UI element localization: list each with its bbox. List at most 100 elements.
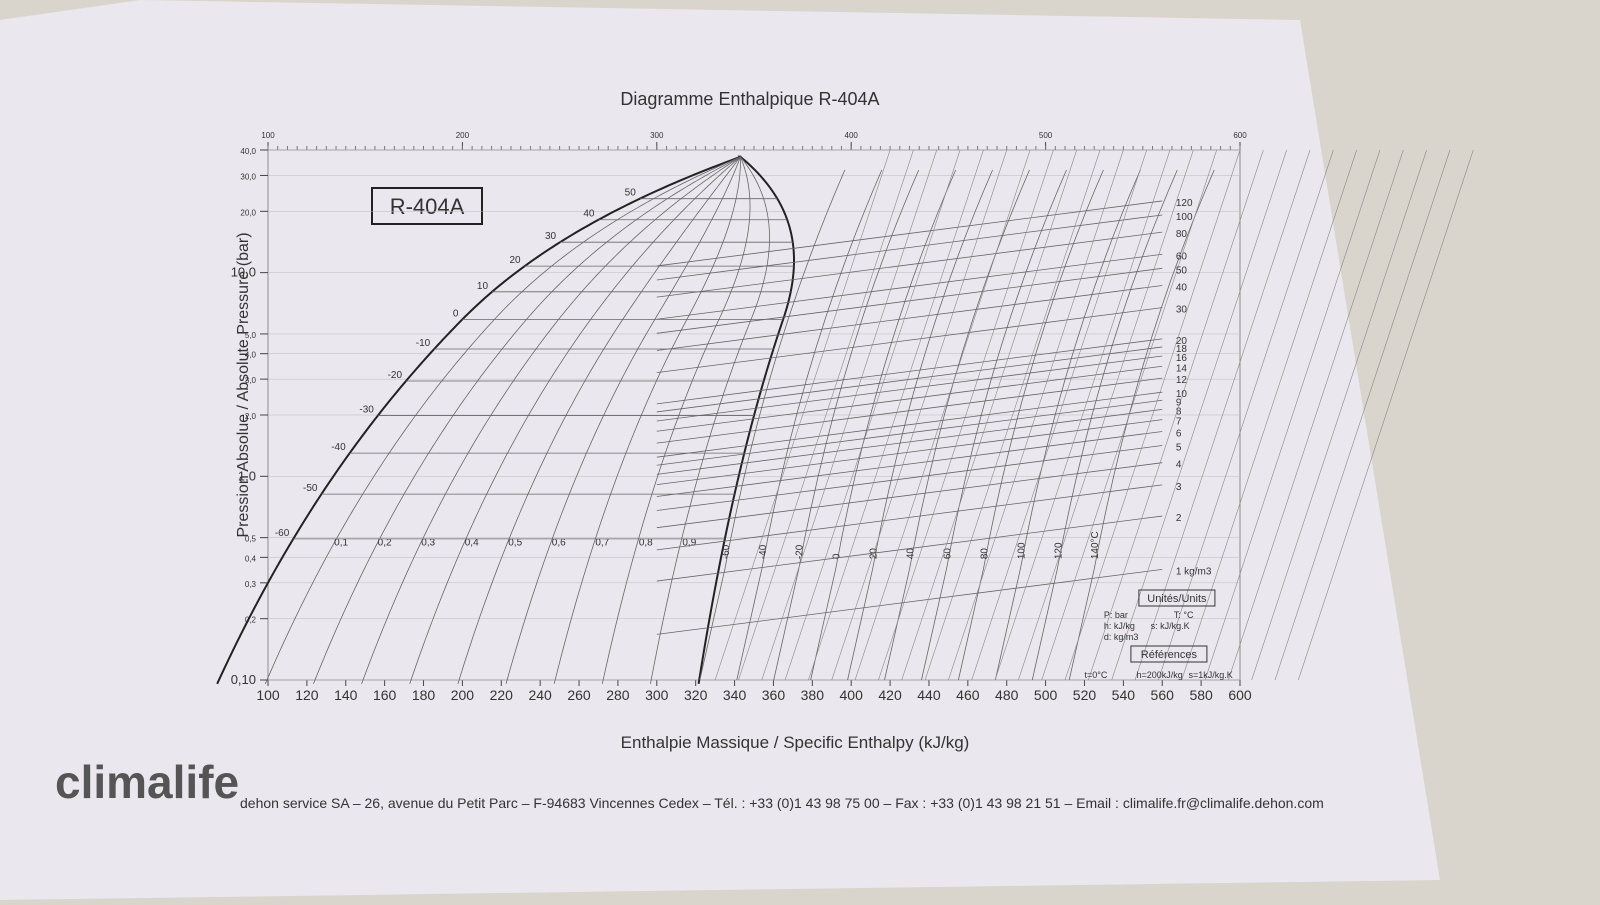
vapor-isotherm <box>810 169 957 681</box>
isentrope <box>1251 149 1427 681</box>
x-tick-label: 520 <box>1073 687 1097 703</box>
quality-line <box>601 156 751 684</box>
isochore-label: 30 <box>1176 305 1188 316</box>
isentrope <box>714 149 891 681</box>
saturation-temp-label: -30 <box>359 405 374 416</box>
y-tick-label: 4,0 <box>245 351 257 360</box>
isochore-label: 20 <box>1176 336 1188 347</box>
references-item: s=1kJ/kg.K <box>1188 670 1232 680</box>
isochore-label: 4 <box>1176 460 1182 471</box>
x-tick-label: 480 <box>995 687 1019 703</box>
x-axis-label: Enthalpie Massique / Specific Enthalpy (… <box>621 733 970 752</box>
top-tick-label: 300 <box>650 131 664 140</box>
y-tick-label: 10,0 <box>231 265 256 280</box>
references-item: t=0°C <box>1084 670 1107 680</box>
quality-label: 0,5 <box>508 537 522 548</box>
y-tick-label: 0,4 <box>245 554 257 563</box>
footer-text: dehon service SA – 26, avenue du Petit P… <box>240 795 1324 811</box>
vapor-isotherm-label: 0 <box>832 553 843 559</box>
x-tick-label: 260 <box>567 687 591 703</box>
quality-line <box>553 156 741 684</box>
isentrope <box>878 149 1054 681</box>
x-tick-label: 340 <box>723 687 747 703</box>
x-tick-label: 580 <box>1189 687 1213 703</box>
quality-line <box>457 156 741 684</box>
vapor-isotherm <box>773 169 920 681</box>
x-tick-label: 460 <box>956 687 980 703</box>
vapor-isotherm <box>847 169 993 681</box>
units-item: P: bar <box>1104 610 1128 620</box>
vapor-isotherm <box>921 169 1067 681</box>
saturation-temp-label: -10 <box>416 338 431 349</box>
chart-title: Diagramme Enthalpique R-404A <box>620 89 879 109</box>
isochore <box>656 391 1163 458</box>
x-tick-label: 240 <box>528 687 552 703</box>
y-tick-label: 30,0 <box>240 172 256 181</box>
isochore <box>656 338 1163 405</box>
y-tick-label: 0,10 <box>231 672 256 687</box>
x-tick-label: 220 <box>490 687 514 703</box>
units-title: Unités/Units <box>1147 593 1207 605</box>
quality-label: 0,7 <box>595 537 609 548</box>
top-tick-label: 500 <box>1039 131 1053 140</box>
saturation-temp-label: -20 <box>388 370 403 381</box>
isochore-label: 10 <box>1176 389 1188 400</box>
x-tick-label: 100 <box>256 687 280 703</box>
vapor-isotherm <box>699 169 846 681</box>
y-tick-label: 5,0 <box>245 331 257 340</box>
isochore <box>656 200 1163 267</box>
isochore-label: 2 <box>1176 513 1182 524</box>
isochore-label: 6 <box>1176 428 1182 439</box>
x-tick-label: 200 <box>451 687 475 703</box>
x-tick-label: 440 <box>917 687 941 703</box>
y-tick-label: 0,5 <box>245 535 257 544</box>
quality-line <box>313 156 741 684</box>
isochore <box>656 445 1163 511</box>
saturation-temp-label: 50 <box>625 188 637 199</box>
vapor-isotherm-label: 60 <box>942 548 953 560</box>
isentrope <box>1228 149 1404 681</box>
isentrope <box>1088 149 1264 681</box>
quality-line <box>409 156 741 684</box>
quality-label: 0,9 <box>682 537 696 548</box>
vapor-isotherm <box>994 169 1141 681</box>
isentrope <box>1018 149 1194 681</box>
isochore <box>656 285 1163 351</box>
isochore <box>656 515 1163 582</box>
x-tick-label: 140 <box>334 687 358 703</box>
vapor-isotherm-label: 140°C <box>1090 531 1101 559</box>
isochore-label: 12 <box>1176 375 1188 386</box>
quality-label: 0,6 <box>552 537 566 548</box>
saturation-temp-label: 40 <box>583 209 595 220</box>
brand: climalife <box>55 756 239 808</box>
isentrope <box>1181 149 1357 681</box>
isochore-label: 3 <box>1176 482 1182 493</box>
x-tick-label: 280 <box>606 687 630 703</box>
top-tick-label: 200 <box>456 131 470 140</box>
vapor-isotherm-label: -60 <box>721 544 732 559</box>
references-item: h=200kJ/kg <box>1136 670 1182 680</box>
isochore-label: 16 <box>1176 353 1188 364</box>
vapor-isotherm-label: 100 <box>1016 542 1027 559</box>
vapor-isotherm-label: 40 <box>906 548 917 560</box>
saturation-temp-label: 10 <box>477 281 489 292</box>
isochore-label: 8 <box>1176 406 1182 417</box>
vapor-isotherm <box>884 169 1030 681</box>
y-tick-label: 20,0 <box>240 208 256 217</box>
units-item: h: kJ/kg <box>1104 621 1135 631</box>
x-tick-label: 120 <box>295 687 319 703</box>
badge-box <box>371 187 483 225</box>
vapor-isotherm-label: 80 <box>979 548 990 560</box>
quality-label: 0,3 <box>421 537 435 548</box>
saturation-temp-label: -50 <box>303 483 318 494</box>
x-tick-label: 420 <box>878 687 902 703</box>
quality-label: 0,1 <box>334 537 348 548</box>
isochore <box>656 231 1163 298</box>
top-tick-label: 400 <box>845 131 859 140</box>
isochore <box>656 399 1163 466</box>
vapor-isotherm <box>736 169 883 681</box>
x-tick-label: 560 <box>1151 687 1175 703</box>
saturation-temp-label: 0 <box>453 308 459 319</box>
isentrope <box>808 149 984 681</box>
